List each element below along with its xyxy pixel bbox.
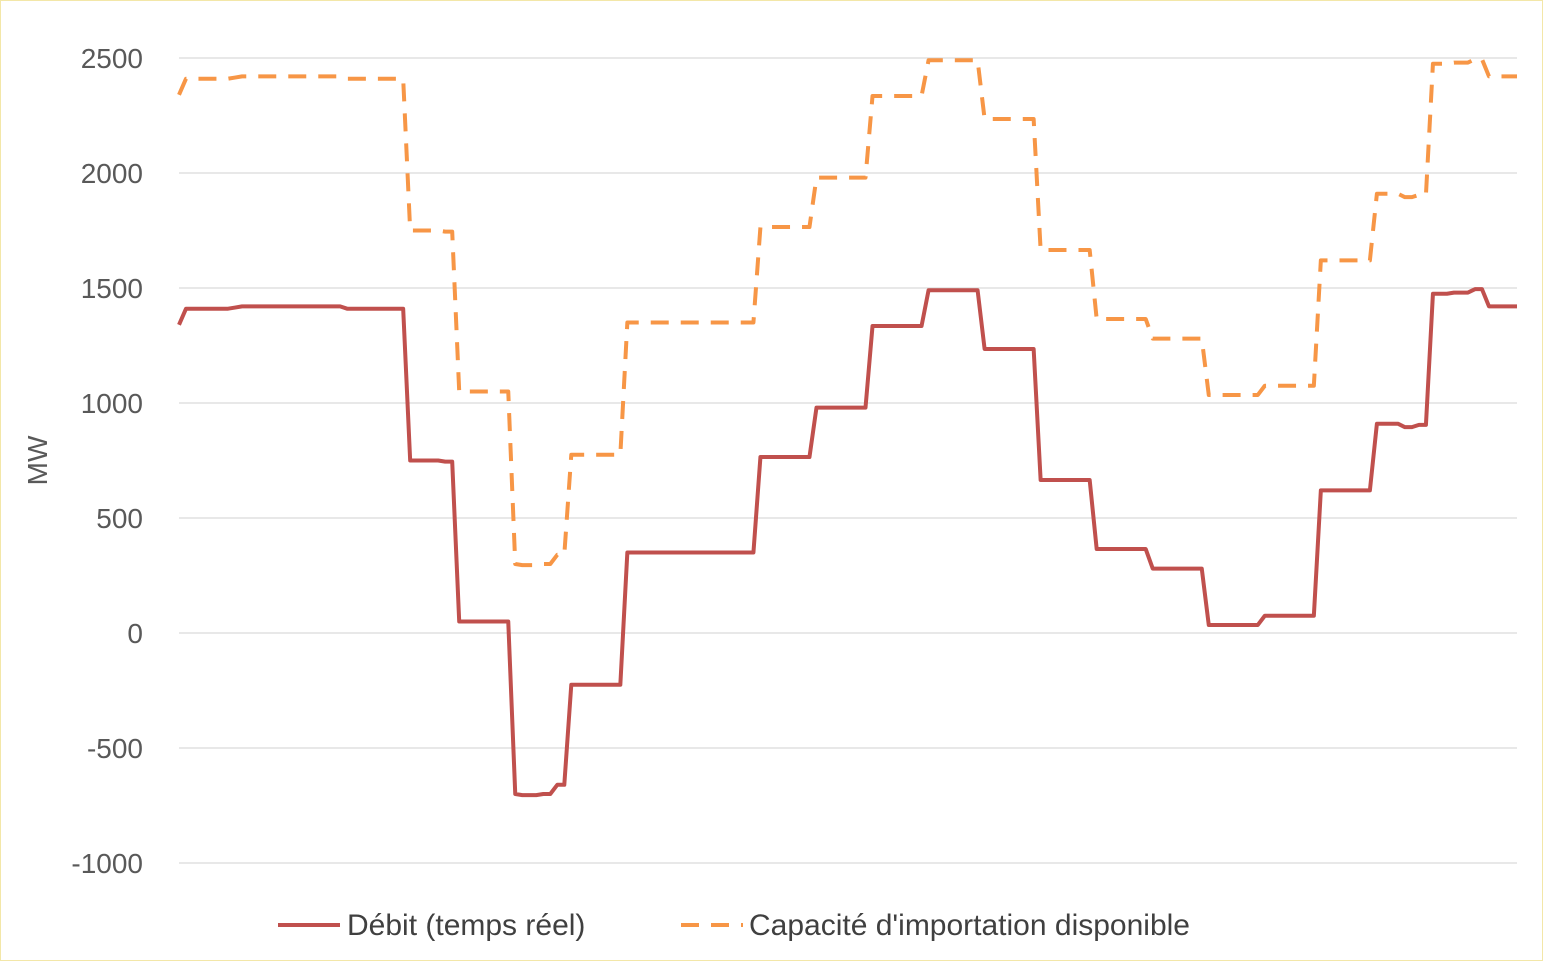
y-tick-label: -1000 bbox=[71, 848, 143, 879]
y-axis-label: MW bbox=[22, 435, 53, 485]
y-tick-label: -500 bbox=[87, 733, 143, 764]
legend: Débit (temps réel) Capacité d'importation… bbox=[278, 909, 1190, 942]
y-tick-label: 500 bbox=[96, 503, 143, 534]
y-tick-label: 0 bbox=[127, 618, 143, 649]
series-line-0 bbox=[177, 287, 1517, 798]
y-tick-label: 1500 bbox=[81, 273, 143, 304]
gridlines bbox=[179, 57, 1517, 864]
series-line-1 bbox=[177, 57, 1517, 568]
y-tick-label: 2500 bbox=[81, 43, 143, 74]
series-layer bbox=[177, 57, 1517, 798]
legend-label-1: Capacité d'importation disponible bbox=[749, 909, 1190, 942]
y-tick-label: 2000 bbox=[81, 158, 143, 189]
y-tick-label: 1000 bbox=[81, 388, 143, 419]
legend-label-0: Débit (temps réel) bbox=[347, 909, 585, 942]
y-axis-tick-labels: -1000 -500 0 500 1000 1500 2000 2500 bbox=[71, 43, 143, 879]
